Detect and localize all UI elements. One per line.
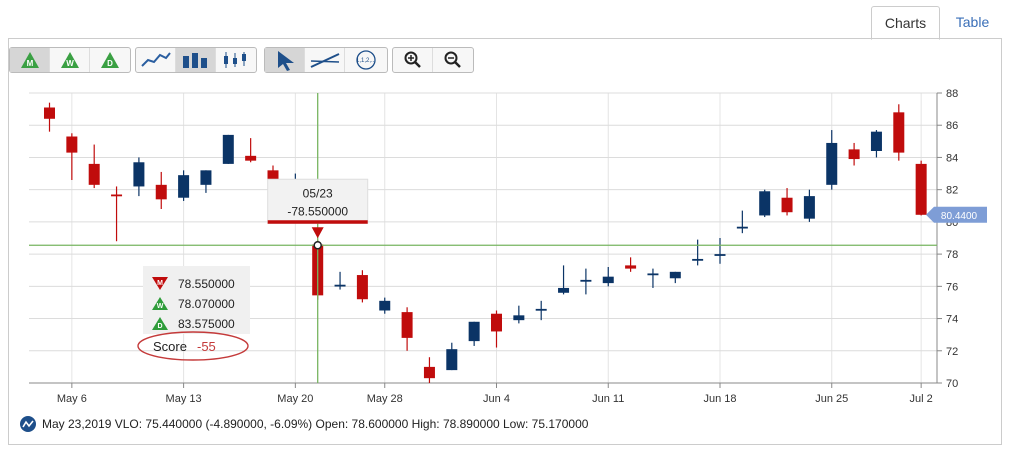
fibonacci-icon: 1,1,2,... bbox=[356, 50, 376, 70]
svg-text:M: M bbox=[26, 59, 33, 68]
fibonacci-tool-button[interactable]: 1,1,2,... bbox=[345, 48, 387, 72]
zoom-in-icon bbox=[404, 51, 421, 68]
candlestick-button[interactable] bbox=[216, 48, 256, 72]
period-daily-button[interactable]: D bbox=[90, 48, 130, 72]
drawing-tools-group: 1,1,2,... bbox=[264, 47, 388, 73]
bar-chart-icon bbox=[182, 53, 207, 68]
line-chart-button[interactable] bbox=[136, 48, 176, 72]
chart-panel bbox=[8, 38, 1002, 445]
tab-divider bbox=[8, 38, 1002, 39]
monthly-icon: M bbox=[20, 52, 39, 68]
period-button-group: M W D bbox=[9, 47, 131, 73]
weekly-icon: W bbox=[60, 52, 79, 68]
quote-info-bar: May 23,2019 VLO: 75.440000 (-4.890000, -… bbox=[20, 414, 588, 434]
bar-chart-button[interactable] bbox=[176, 48, 216, 72]
daily-icon: D bbox=[101, 52, 119, 68]
zoom-group bbox=[392, 47, 474, 73]
pointer-tool-button[interactable] bbox=[265, 48, 305, 72]
zoom-in-button[interactable] bbox=[393, 48, 433, 72]
svg-text:W: W bbox=[66, 59, 74, 68]
symbol-icon bbox=[20, 416, 36, 432]
svg-text:1,1,2,...: 1,1,2,... bbox=[356, 58, 376, 64]
trendline-icon bbox=[310, 53, 339, 68]
candlestick-icon bbox=[224, 52, 246, 68]
chart-type-group bbox=[135, 47, 257, 73]
svg-text:D: D bbox=[107, 59, 113, 68]
tab-charts[interactable]: Charts bbox=[871, 6, 940, 40]
zoom-out-icon bbox=[444, 51, 461, 68]
tab-table[interactable]: Table bbox=[955, 14, 990, 30]
trendline-tool-button[interactable] bbox=[305, 48, 345, 72]
pointer-icon bbox=[277, 51, 294, 71]
quote-info-text: May 23,2019 VLO: 75.440000 (-4.890000, -… bbox=[42, 417, 589, 431]
period-weekly-button[interactable]: W bbox=[50, 48, 90, 72]
view-tabs: Charts Table bbox=[0, 0, 1011, 40]
period-monthly-button[interactable]: M bbox=[10, 48, 50, 72]
zoom-out-button[interactable] bbox=[433, 48, 473, 72]
line-chart-icon bbox=[140, 52, 171, 67]
